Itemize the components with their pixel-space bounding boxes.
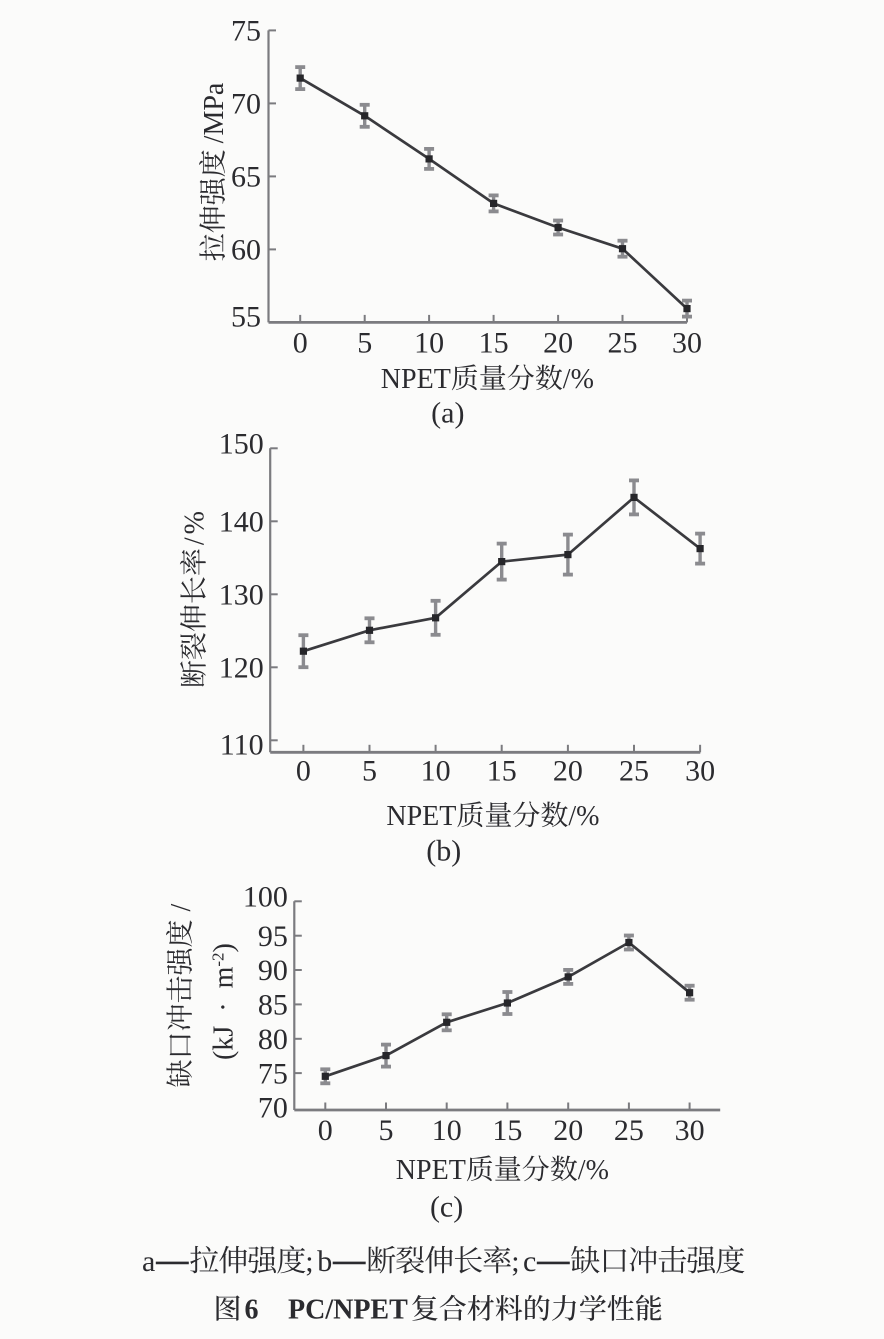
svg-text:PC/NPET: PC/NPET (288, 1295, 408, 1326)
svg-text:15: 15 (492, 1114, 522, 1147)
svg-text:5: 5 (357, 326, 372, 359)
svg-text:0: 0 (318, 1114, 333, 1147)
svg-text:70: 70 (258, 1092, 288, 1125)
svg-text:NPET: NPET (396, 1155, 466, 1186)
svg-text:120: 120 (219, 652, 264, 685)
svg-text:15: 15 (479, 326, 509, 359)
svg-text:140: 140 (219, 506, 264, 539)
svg-text:c: c (523, 1245, 536, 1278)
svg-text:(b): (b) (426, 835, 461, 868)
svg-text:75: 75 (231, 15, 261, 48)
svg-text:15: 15 (487, 755, 517, 788)
svg-text:(kJ: (kJ (209, 1026, 240, 1060)
svg-text:/: / (166, 904, 197, 912)
svg-text:75: 75 (258, 1057, 288, 1090)
svg-text:·: · (209, 1002, 240, 1011)
svg-text:0: 0 (296, 755, 311, 788)
svg-text:NPET: NPET (386, 801, 456, 832)
svg-text:5: 5 (362, 755, 377, 788)
svg-text:;: ; (511, 1245, 519, 1278)
svg-text:10: 10 (421, 755, 451, 788)
svg-text:90: 90 (258, 954, 288, 987)
svg-text:;: ; (305, 1245, 313, 1278)
svg-text:5: 5 (379, 1114, 394, 1147)
svg-text:b: b (317, 1245, 332, 1278)
svg-text:/: / (180, 537, 211, 545)
svg-text:60: 60 (231, 234, 261, 267)
svg-text:100: 100 (243, 881, 288, 914)
svg-text:(a): (a) (431, 396, 464, 429)
svg-text:20: 20 (543, 326, 573, 359)
svg-text:NPET: NPET (381, 364, 451, 395)
svg-text:30: 30 (685, 755, 715, 788)
svg-text:25: 25 (614, 1114, 644, 1147)
svg-text:30: 30 (675, 1114, 705, 1147)
svg-text:25: 25 (608, 326, 638, 359)
svg-text:150: 150 (219, 428, 264, 461)
svg-text:30: 30 (672, 326, 702, 359)
svg-text:20: 20 (553, 1114, 583, 1147)
svg-text:6: 6 (245, 1295, 259, 1326)
svg-text:10: 10 (432, 1114, 462, 1147)
svg-text:20: 20 (553, 755, 583, 788)
svg-text:10: 10 (414, 326, 444, 359)
svg-text:80: 80 (258, 1023, 288, 1056)
svg-text:25: 25 (619, 755, 649, 788)
svg-text:m-2): m-2) (209, 943, 240, 988)
svg-text:0: 0 (293, 326, 308, 359)
svg-text:110: 110 (220, 729, 264, 762)
svg-text:65: 65 (231, 161, 261, 194)
svg-text:/%: /% (568, 801, 599, 832)
svg-text:95: 95 (258, 920, 288, 953)
svg-text:/MPa: /MPa (199, 82, 230, 143)
svg-text:/%: /% (578, 1155, 609, 1186)
svg-text:85: 85 (258, 989, 288, 1022)
svg-text:70: 70 (231, 88, 261, 121)
svg-text:/%: /% (563, 364, 594, 395)
svg-text:(c): (c) (430, 1190, 463, 1223)
svg-text:a: a (142, 1245, 155, 1278)
svg-text:55: 55 (231, 301, 261, 334)
svg-text:130: 130 (219, 579, 264, 612)
svg-text:%: % (180, 511, 211, 534)
